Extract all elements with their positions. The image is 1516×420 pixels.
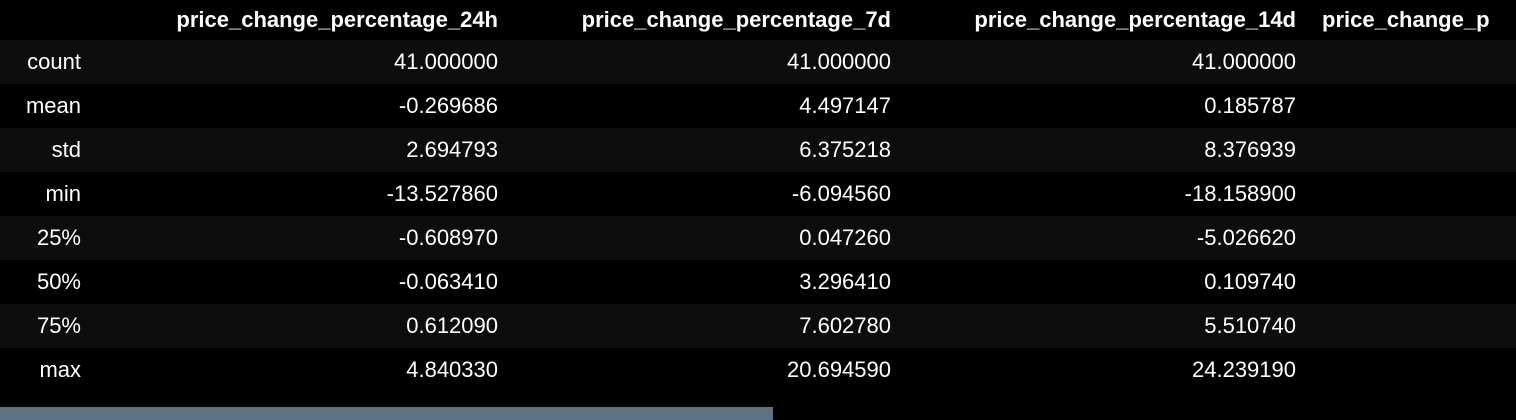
column-header: price_change_percentage_14d (901, 0, 1306, 40)
table-row: count 41.000000 41.000000 41.000000 (0, 40, 1516, 84)
table-cell: 24.239190 (1192, 357, 1296, 382)
column-header: price_change_percentage_24h (98, 0, 508, 40)
table-cell (1306, 40, 1516, 84)
table-cell: -0.608970 (398, 225, 498, 250)
table-cell: 0.612090 (406, 313, 498, 338)
table-row: mean -0.269686 4.497147 0.185787 (0, 84, 1516, 128)
table-cell (1306, 304, 1516, 348)
row-label: 75% (36, 313, 81, 338)
table-cell: 41.000000 (1192, 49, 1296, 74)
table-row: 75% 0.612090 7.602780 5.510740 (0, 304, 1516, 348)
table-cell (1306, 128, 1516, 172)
table-cell: 0.047260 (799, 225, 891, 250)
table-cell: -18.158900 (1184, 181, 1296, 206)
table-cell (1306, 260, 1516, 304)
table-cell: 4.840330 (406, 357, 498, 382)
table-row: std 2.694793 6.375218 8.376939 (0, 128, 1516, 172)
table-cell: 0.109740 (1204, 269, 1296, 294)
table-cell: -6.094560 (791, 181, 891, 206)
table-cell (1306, 216, 1516, 260)
column-header: price_change_percentage_7d (508, 0, 901, 40)
header-row: price_change_percentage_24h price_change… (0, 0, 1516, 40)
table-cell: -0.063410 (398, 269, 498, 294)
table-cell (1306, 348, 1516, 392)
column-header: price_change_p (1306, 0, 1516, 40)
table-row: max 4.840330 20.694590 24.239190 (0, 348, 1516, 392)
row-label: mean (25, 93, 81, 118)
table-row: 25% -0.608970 0.047260 -5.026620 (0, 216, 1516, 260)
index-header (0, 0, 98, 40)
table-cell: 7.602780 (799, 313, 891, 338)
row-label: max (39, 357, 81, 382)
describe-table: price_change_percentage_24h price_change… (0, 0, 1516, 392)
table-cell: 8.376939 (1204, 137, 1296, 162)
row-label: min (45, 181, 81, 206)
table-cell: 41.000000 (394, 49, 498, 74)
table-row: min -13.527860 -6.094560 -18.158900 (0, 172, 1516, 216)
dataframe-output: price_change_percentage_24h price_change… (0, 0, 1516, 392)
table-cell: 0.185787 (1204, 93, 1296, 118)
horizontal-scrollbar-thumb[interactable] (0, 407, 773, 420)
table-cell: -13.527860 (386, 181, 498, 206)
table-cell: -5.026620 (1196, 225, 1296, 250)
row-label: count (27, 49, 81, 74)
row-label: 50% (36, 269, 81, 294)
table-cell: 3.296410 (799, 269, 891, 294)
table-cell: 20.694590 (787, 357, 891, 382)
table-row: 50% -0.063410 3.296410 0.109740 (0, 260, 1516, 304)
row-label: std (51, 137, 81, 162)
table-cell: 6.375218 (799, 137, 891, 162)
row-label: 25% (36, 225, 81, 250)
table-cell: 41.000000 (787, 49, 891, 74)
horizontal-scrollbar[interactable] (0, 407, 1516, 420)
table-cell: 2.694793 (406, 137, 498, 162)
table-cell (1306, 172, 1516, 216)
table-cell: 4.497147 (799, 93, 891, 118)
table-cell: -0.269686 (398, 93, 498, 118)
table-cell: 5.510740 (1204, 313, 1296, 338)
table-cell (1306, 84, 1516, 128)
